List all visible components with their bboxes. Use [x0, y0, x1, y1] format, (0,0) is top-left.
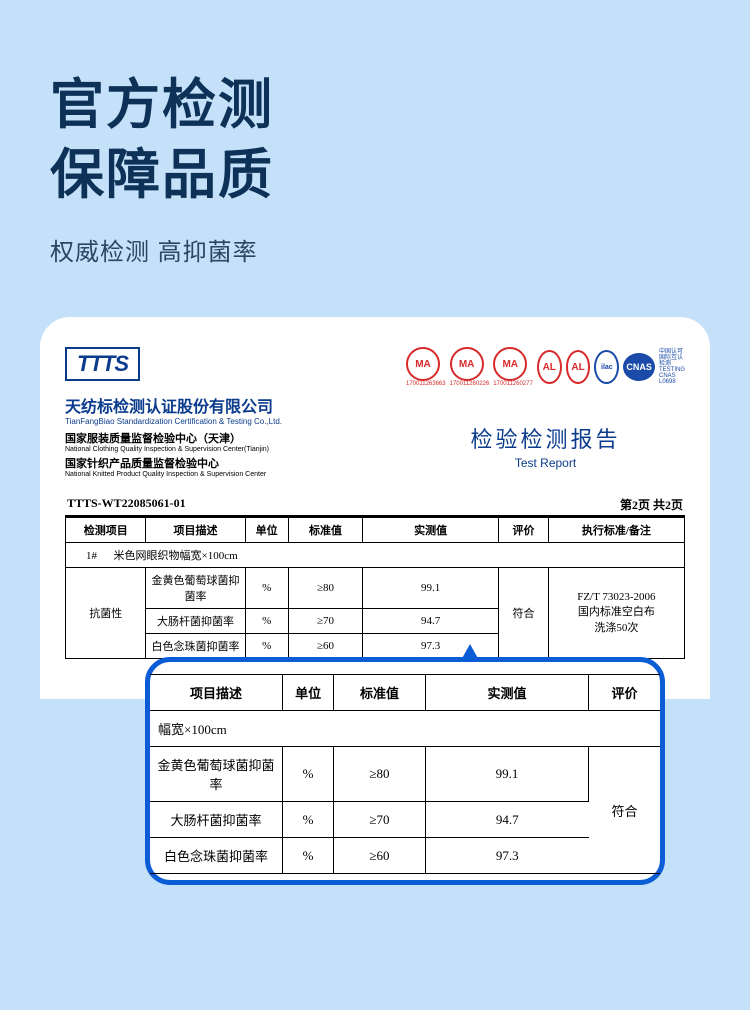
org-line2-cn: 国家针织产品质量监督检验中心 [65, 455, 406, 471]
right-block: MA170011263663 MA170011260226 MA17001126… [406, 347, 685, 480]
cnas-badge-icon: CNAS [623, 353, 655, 381]
title-line-1: 官方检测 [50, 70, 700, 140]
table-row: 大肠杆菌抑菌率 % ≥70 94.7 [150, 802, 660, 838]
cell: 94.7 [363, 609, 499, 634]
cell: ≥70 [334, 802, 426, 838]
col-header: 项目描述 [146, 518, 245, 543]
org-name-en: TianFangBiao Standardization Certificati… [65, 417, 406, 426]
main-data-table: 检测项目 项目描述 单位 标准值 实测值 评价 执行标准/备注 1# 米色网眼织… [65, 517, 685, 659]
org-line2-en: National Knitted Product Quality Inspect… [65, 471, 406, 478]
cell: ≥60 [288, 634, 362, 659]
title-line-2: 保障品质 [50, 140, 700, 210]
cell: ≥80 [334, 747, 426, 802]
spec-row: 1# 米色网眼织物幅宽×100cm [66, 543, 685, 568]
promo-header: 官方检测 保障品质 权威检测 高抑菌率 [0, 0, 750, 297]
spec-cell: 1# 米色网眼织物幅宽×100cm [66, 543, 685, 568]
zoom-spec-row: 幅宽×100cm [150, 711, 660, 747]
cell: 99.1 [363, 568, 499, 609]
org-line1-en: National Clothing Quality Inspection & S… [65, 446, 406, 453]
cnas-side-text: 中国认可 国际互认 检测 TESTING CNAS L0698 [659, 349, 685, 385]
cell: 99.1 [425, 747, 588, 802]
table-header-row: 检测项目 项目描述 单位 标准值 实测值 评价 执行标准/备注 [66, 518, 685, 543]
zoom-callout: 项目描述 单位 标准值 实测值 评价 幅宽×100cm 金黄色葡萄球菌抑菌率 %… [145, 657, 665, 885]
col-header: 单位 [245, 518, 288, 543]
report-card: TTTS 天纺标检测认证股份有限公司 TianFangBiao Standard… [40, 317, 710, 699]
table-row: 白色念珠菌抑菌率 % ≥60 97.3 [150, 838, 660, 874]
col-header: 执行标准/备注 [548, 518, 684, 543]
standard-cell: FZ/T 73023-2006 国内标准空白布 洗涤50次 [548, 568, 684, 659]
zoom-table: 项目描述 单位 标准值 实测值 评价 幅宽×100cm 金黄色葡萄球菌抑菌率 %… [150, 674, 660, 874]
cert-badge-icon: AL [537, 350, 562, 384]
cert-badge-icon: MA [493, 347, 527, 381]
cell: % [245, 568, 288, 609]
eval-cell: 符合 [499, 568, 549, 659]
report-title-en: Test Report [406, 456, 685, 470]
cell: ≥70 [288, 609, 362, 634]
cell: % [245, 609, 288, 634]
col-header: 项目描述 [150, 675, 283, 711]
col-header: 实测值 [425, 675, 588, 711]
group-cell: 抗菌性 [66, 568, 146, 659]
cell: 金黄色葡萄球菌抑菌率 [146, 568, 245, 609]
col-header: 实测值 [363, 518, 499, 543]
report-number: TTTS-WT22085061-01 [67, 496, 186, 513]
table-row: 抗菌性 金黄色葡萄球菌抑菌率 % ≥80 99.1 符合 FZ/T 73023-… [66, 568, 685, 609]
cell: % [283, 747, 334, 802]
report-header: TTTS 天纺标检测认证股份有限公司 TianFangBiao Standard… [65, 347, 685, 480]
logo-box: TTTS [65, 347, 140, 381]
eval-cell: 符合 [589, 747, 660, 874]
cell: 白色念珠菌抑菌率 [150, 838, 283, 874]
org-block: TTTS 天纺标检测认证股份有限公司 TianFangBiao Standard… [65, 347, 406, 480]
col-header: 检测项目 [66, 518, 146, 543]
cell: 97.3 [425, 838, 588, 874]
cell: % [283, 838, 334, 874]
cert-icons-row: MA170011263663 MA170011260226 MA17001126… [406, 347, 685, 387]
cell: % [283, 802, 334, 838]
col-header: 评价 [499, 518, 549, 543]
cert-badge-icon: MA [450, 347, 484, 381]
report-title-cn: 检验检测报告 [406, 422, 685, 454]
zoom-header-row: 项目描述 单位 标准值 实测值 评价 [150, 675, 660, 711]
org-name-cn: 天纺标检测认证股份有限公司 [65, 393, 406, 417]
cell: ≥60 [334, 838, 426, 874]
org-line1-cn: 国家服装质量监督检验中心（天津） [65, 430, 406, 446]
cell: ≥80 [288, 568, 362, 609]
subtitle: 权威检测 高抑菌率 [50, 232, 700, 267]
col-header: 单位 [283, 675, 334, 711]
col-header: 标准值 [288, 518, 362, 543]
cert-badge-icon: MA [406, 347, 440, 381]
cell: 大肠杆菌抑菌率 [150, 802, 283, 838]
report-title-box: 检验检测报告 Test Report [406, 422, 685, 470]
page-info: 第2页 共2页 [620, 496, 683, 513]
ilac-badge-icon: ilac [594, 350, 619, 384]
cell: % [245, 634, 288, 659]
col-header: 评价 [589, 675, 660, 711]
cert-badge-icon: AL [566, 350, 591, 384]
zoom-pointer-icon [460, 644, 480, 662]
table-row: 金黄色葡萄球菌抑菌率 % ≥80 99.1 符合 [150, 747, 660, 802]
cell: 大肠杆菌抑菌率 [146, 609, 245, 634]
cell: 白色念珠菌抑菌率 [146, 634, 245, 659]
col-header: 标准值 [334, 675, 426, 711]
report-meta-row: TTTS-WT22085061-01 第2页 共2页 [65, 490, 685, 517]
zoom-spec-cell: 幅宽×100cm [150, 711, 660, 747]
cell: 94.7 [425, 802, 588, 838]
cell: 金黄色葡萄球菌抑菌率 [150, 747, 283, 802]
